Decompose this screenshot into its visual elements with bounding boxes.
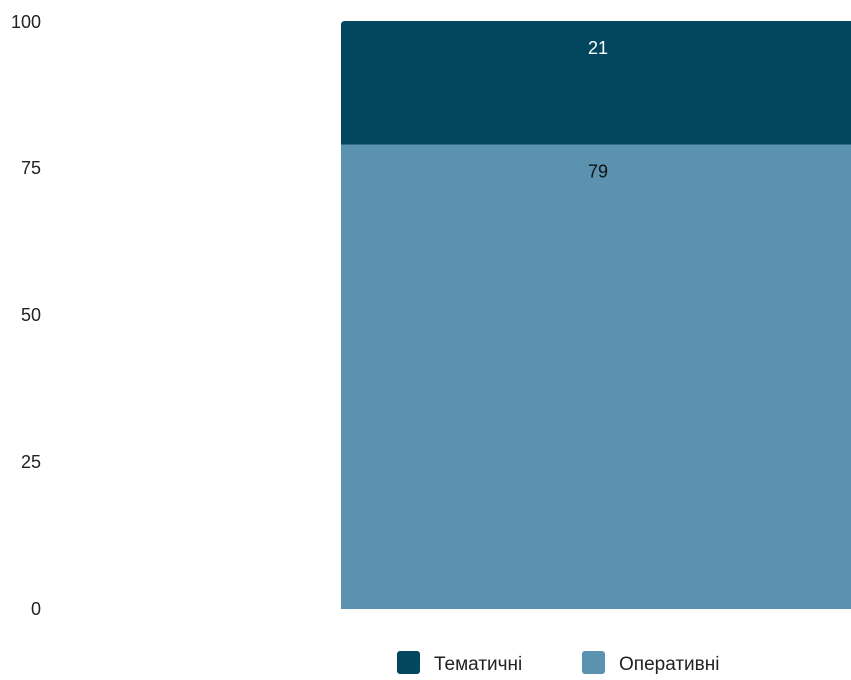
y-axis: 0 25 50 75 100: [11, 12, 41, 619]
bar-segment-1: [341, 144, 851, 610]
data-labels: 79 21: [588, 38, 608, 181]
y-tick-label-0: 0: [31, 599, 41, 619]
bar-stack: [341, 21, 851, 610]
y-tick-label-100: 100: [11, 12, 41, 32]
data-label-segment-1: 79: [588, 161, 608, 181]
legend-label-1: Тематичні: [434, 654, 522, 675]
y-tick-label-50: 50: [21, 305, 41, 325]
legend-label-2: Оперативні: [619, 654, 719, 675]
data-label-segment-2: 21: [588, 38, 608, 58]
y-tick-label-75: 75: [21, 158, 41, 178]
legend-swatch-1: [397, 651, 420, 674]
legend-swatch-2: [582, 651, 605, 674]
legend: Тематичні Оперативні: [397, 651, 719, 675]
bar-segment-2: [341, 21, 851, 145]
y-tick-label-25: 25: [21, 452, 41, 472]
